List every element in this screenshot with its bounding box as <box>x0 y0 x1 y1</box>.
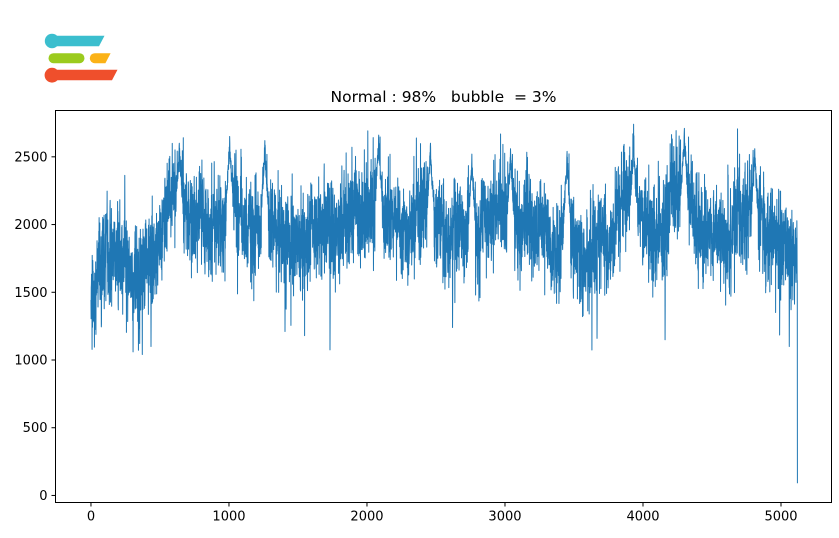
y-tick-label: 1000 <box>14 354 47 369</box>
logo-row-middle <box>48 53 111 64</box>
app-logo <box>44 33 118 83</box>
logo-yellow-bar-icon <box>89 53 111 64</box>
y-tick-label: 1500 <box>14 286 47 301</box>
logo-row-top <box>44 33 105 49</box>
axes-spines <box>55 110 832 503</box>
y-tick-label: 2000 <box>14 218 47 233</box>
x-tick-label: 1000 <box>212 510 245 525</box>
logo-red-bar-icon <box>52 69 118 81</box>
logo-row-bottom <box>44 67 118 83</box>
x-tick-label: 0 <box>87 510 95 525</box>
y-tick-label: 2500 <box>14 150 47 165</box>
logo-green-bar-icon <box>48 53 85 64</box>
x-tick-label: 3000 <box>488 510 521 525</box>
data-series-line <box>90 123 798 484</box>
x-tick-label: 4000 <box>626 510 659 525</box>
y-tick-label: 0 <box>39 489 47 504</box>
logo-teal-bar-icon <box>52 35 105 47</box>
x-tick-label: 2000 <box>350 510 383 525</box>
chart-title: Normal : 98% bubble = 3% <box>330 88 557 106</box>
y-tick-label: 500 <box>23 421 48 436</box>
x-tick-label: 5000 <box>764 510 797 525</box>
